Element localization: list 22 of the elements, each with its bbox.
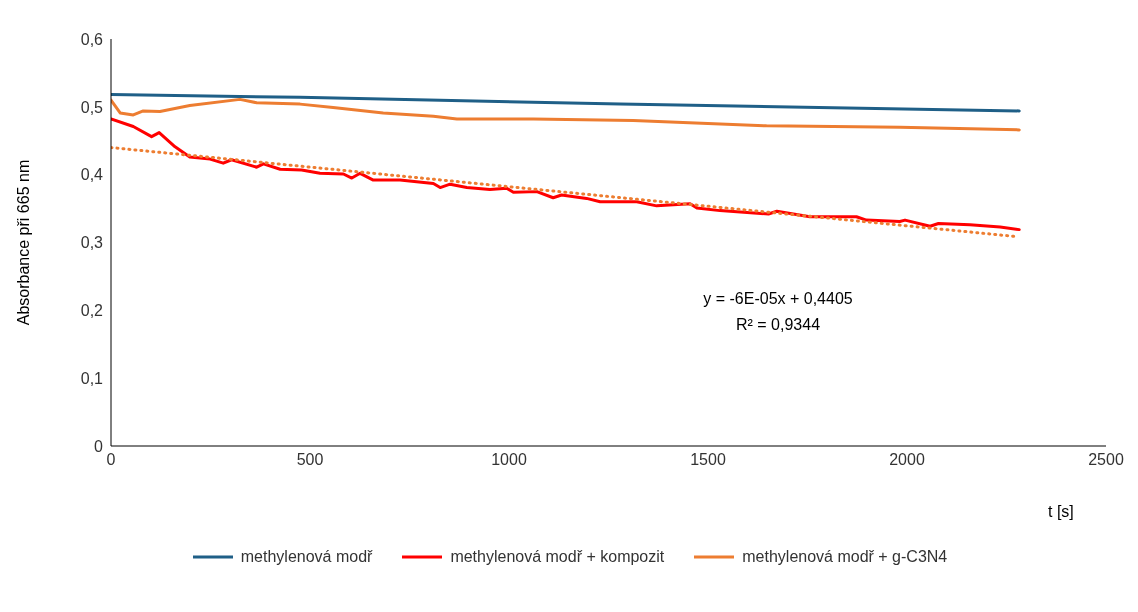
legend-label: methylenová modř + kompozit: [450, 548, 665, 566]
y-tick-label: 0,3: [80, 234, 104, 252]
y-axis-title: Absorbance při 665 nm: [14, 159, 32, 326]
y-tick-label: 0: [94, 437, 104, 455]
x-tick-label: 0: [106, 451, 116, 469]
y-tick-label: 0,4: [80, 166, 104, 184]
legend-label: methylenová modř + g-C3N4: [742, 548, 948, 566]
equation-note: y = -6E-05x + 0,4405 R² = 0,9344: [702, 289, 854, 335]
x-tick-label: 2000: [889, 451, 925, 469]
y-tick-label: 0,5: [80, 98, 104, 116]
y-tick-label: 0,2: [80, 302, 104, 320]
line-series: [111, 93, 1021, 113]
y-tick-label: 0,6: [80, 30, 104, 48]
x-tick-label: 2500: [1088, 451, 1124, 469]
line-series: [111, 117, 1021, 232]
line-series: [111, 97, 1021, 132]
x-tick-label: 1000: [491, 451, 527, 469]
x-tick-label: 1500: [690, 451, 726, 469]
legend-label: methylenová modř: [240, 548, 373, 566]
x-tick-label: 500: [296, 451, 324, 469]
x-axis-title: t [s]: [1048, 503, 1074, 521]
y-tick-label: 0,1: [80, 369, 104, 387]
